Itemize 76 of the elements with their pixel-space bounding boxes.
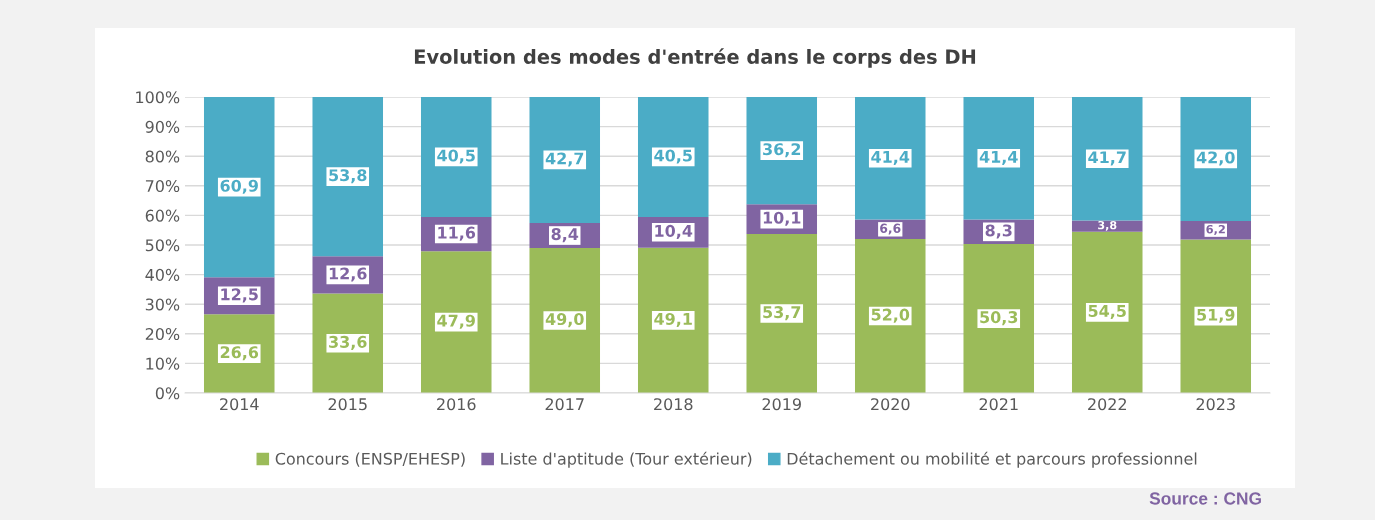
bar xyxy=(529,247,601,393)
y-tick-label: 0% xyxy=(155,387,180,400)
y-tick-label: 50% xyxy=(145,239,180,252)
data-label: 41,4 xyxy=(871,151,910,165)
y-tick-label: 60% xyxy=(145,209,180,222)
bar xyxy=(203,97,275,278)
data-label: 49,1 xyxy=(654,312,692,328)
data-label: 40,5 xyxy=(437,149,475,164)
bar xyxy=(963,244,1035,393)
bar xyxy=(1180,239,1252,393)
source-note: Source : CNG xyxy=(1149,492,1261,505)
x-tick-label: 2016 xyxy=(437,398,476,411)
data-label: 6,6 xyxy=(880,223,901,235)
bar xyxy=(746,234,818,393)
data-label: 6,2 xyxy=(1206,224,1225,235)
bar xyxy=(746,97,818,205)
bar xyxy=(420,251,492,393)
data-label: 42,0 xyxy=(1196,151,1235,166)
bar xyxy=(1071,220,1143,232)
x-tick-label: 2018 xyxy=(654,398,693,411)
x-tick-label: 2015 xyxy=(328,398,367,411)
legend-label: Détachement ou mobilité et parcours professionnel xyxy=(787,451,1197,468)
data-label: 40,5 xyxy=(654,149,692,164)
y-tick-label: 20% xyxy=(145,328,180,341)
data-label: 10,1 xyxy=(763,211,801,226)
legend-label: Liste d'aptitude (Tour extérieur) xyxy=(501,451,752,468)
y-tick-label: 100% xyxy=(136,91,180,104)
data-label: 42,7 xyxy=(545,152,584,167)
data-label: 12,5 xyxy=(221,288,258,303)
x-tick-label: 2020 xyxy=(871,398,910,411)
data-label: 60,9 xyxy=(220,179,258,194)
y-tick-label: 80% xyxy=(145,150,180,163)
y-tick-label: 70% xyxy=(145,180,180,193)
bar xyxy=(529,97,601,224)
bar xyxy=(420,97,492,217)
data-label: 53,8 xyxy=(329,169,367,184)
y-tick-label: 30% xyxy=(145,298,180,311)
x-tick-label: 2023 xyxy=(1196,398,1235,411)
data-label: 26,6 xyxy=(220,346,259,361)
data-label: 52,0 xyxy=(871,308,910,323)
data-label: 41,4 xyxy=(979,151,1018,165)
data-label: 51,9 xyxy=(1197,308,1235,323)
x-tick-label: 2014 xyxy=(220,398,259,411)
bar xyxy=(637,97,709,217)
data-label: 3,8 xyxy=(1098,220,1117,231)
data-label: 49,0 xyxy=(545,313,584,328)
bar xyxy=(637,247,709,393)
bar xyxy=(854,97,926,220)
y-tick-label: 40% xyxy=(145,268,180,281)
bar xyxy=(312,97,384,257)
bar xyxy=(1071,97,1143,221)
y-tick-label: 10% xyxy=(146,357,180,370)
data-label: 47,9 xyxy=(437,314,475,329)
bar xyxy=(963,97,1035,220)
data-label: 54,5 xyxy=(1088,305,1126,320)
data-label: 36,2 xyxy=(763,143,801,158)
y-tick-label: 90% xyxy=(145,120,180,133)
legend-label: Concours (ENSP/EHESP) xyxy=(275,452,465,467)
bar xyxy=(1180,97,1252,222)
data-label: 41,7 xyxy=(1088,151,1126,166)
x-tick-label: 2019 xyxy=(762,398,801,411)
data-label: 50,3 xyxy=(980,311,1018,326)
data-label: 12,6 xyxy=(329,267,367,282)
data-label: 10,4 xyxy=(655,224,693,239)
data-label: 33,6 xyxy=(329,335,367,350)
data-label: 11,6 xyxy=(438,226,476,241)
data-label: 8,4 xyxy=(551,228,579,243)
x-tick-label: 2022 xyxy=(1088,398,1126,411)
bar xyxy=(312,293,384,393)
x-tick-label: 2021 xyxy=(979,398,1018,411)
x-tick-label: 2017 xyxy=(545,398,584,411)
data-label: 8,3 xyxy=(985,224,1012,239)
bar xyxy=(854,239,926,393)
bar xyxy=(1071,231,1143,393)
chart-title: Evolution des modes d'entrée dans le corps des DH xyxy=(414,48,976,68)
data-label: 53,7 xyxy=(763,306,801,321)
